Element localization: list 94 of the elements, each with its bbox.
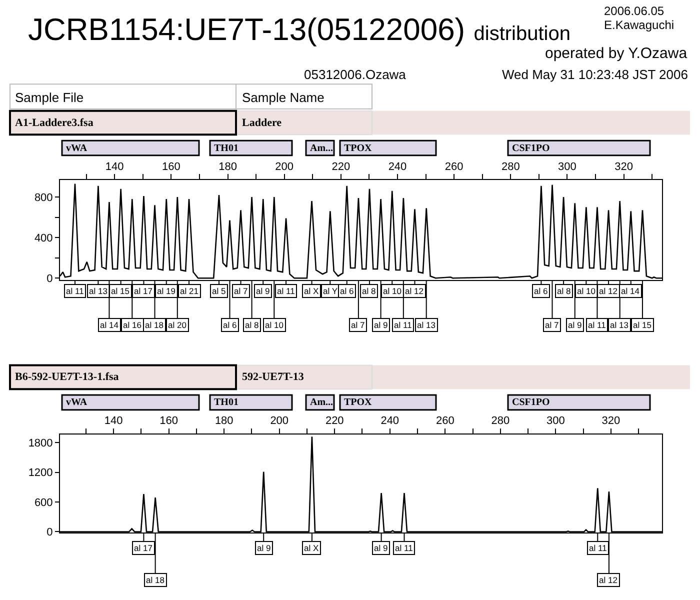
text: al 13 — [610, 320, 629, 330]
x-tick-label: 180 — [218, 160, 237, 173]
y-tick-label: 0 — [46, 526, 53, 539]
text: al 18 — [145, 320, 164, 330]
text: al 15 — [633, 320, 652, 330]
text: al 11 — [395, 543, 414, 553]
chart-title: JCRB1154:UE7T-13(05122006) distribution — [28, 12, 570, 47]
text: al 9 — [256, 286, 270, 296]
text: al 14 — [621, 286, 640, 296]
text: al 7 — [545, 320, 559, 330]
y-tick-label: 1800 — [28, 437, 53, 450]
y-tick-label: 400 — [34, 232, 53, 244]
x-tick-label: 300 — [546, 415, 565, 428]
text: al 9 — [374, 543, 388, 553]
text: al 9 — [257, 543, 271, 553]
text: operated by Y.Ozawa — [545, 45, 688, 62]
text: B6-592-UE7T-13-1.fsa — [15, 371, 120, 383]
text: al X — [304, 286, 319, 296]
text: al 20 — [168, 320, 187, 330]
x-tick-label: 200 — [270, 415, 289, 428]
text: al 10 — [265, 320, 284, 330]
text: al 12 — [405, 286, 424, 296]
text: E.Kawaguchi — [604, 18, 674, 32]
text: al 8 — [245, 320, 259, 330]
text: TPOX — [344, 397, 373, 408]
text: al 11 — [588, 320, 606, 330]
text: al 7 — [351, 320, 365, 330]
text: vWA — [66, 143, 88, 154]
text: Wed May 31 10:23:48 JST 2006 — [502, 67, 688, 82]
text: al 8 — [362, 286, 376, 296]
text: al 11 — [394, 320, 412, 330]
x-tick-label: 220 — [332, 160, 350, 173]
text: al 11 — [277, 286, 296, 296]
text: al 11 — [66, 286, 84, 296]
x-tick-label: 280 — [501, 160, 520, 173]
text: Sample Name — [242, 90, 324, 105]
text: al 9 — [374, 320, 388, 330]
text: CSF1PO — [512, 397, 550, 408]
text: Am... — [310, 143, 334, 154]
x-tick-label: 180 — [214, 415, 234, 428]
x-tick-label: 200 — [275, 160, 294, 173]
text: TPOX — [344, 143, 373, 154]
text: al 9 — [568, 320, 582, 330]
x-tick-label: 240 — [388, 160, 407, 173]
x-tick-label: 280 — [491, 415, 510, 428]
x-tick-label: 240 — [380, 415, 400, 428]
text: al 21 — [180, 286, 199, 296]
text: al 18 — [146, 575, 165, 585]
x-tick-label: 140 — [105, 160, 124, 173]
text: A1-Laddere3.fsa — [15, 117, 94, 129]
x-tick-label: 260 — [444, 160, 464, 173]
text: al 15 — [111, 286, 130, 296]
text: al 8 — [557, 286, 571, 296]
text: al 7 — [234, 286, 248, 296]
text: TH01 — [214, 397, 238, 408]
text: al 6 — [223, 320, 237, 330]
y-tick-label: 0 — [46, 272, 53, 285]
text: al 12 — [599, 575, 618, 585]
text: al 11 — [589, 543, 608, 553]
text: al Y — [323, 286, 338, 296]
text: al 16 — [123, 320, 142, 330]
text: al 6 — [340, 286, 354, 296]
text: al 6 — [534, 286, 548, 296]
y-tick-label: 1200 — [28, 467, 53, 480]
x-tick-label: 160 — [162, 160, 180, 173]
text: al 10 — [383, 286, 402, 296]
text: 2006.06.05 — [604, 4, 664, 18]
y-tick-label: 600 — [34, 496, 53, 509]
x-tick-label: 320 — [614, 160, 633, 173]
text: al 13 — [417, 320, 436, 330]
x-tick-label: 140 — [104, 415, 123, 428]
text: 05312006.Ozawa — [304, 67, 407, 82]
text: al X — [304, 543, 319, 553]
text: al 13 — [89, 286, 108, 296]
text: al 10 — [577, 286, 596, 296]
text: CSF1PO — [512, 143, 550, 154]
text: al 14 — [100, 320, 119, 330]
x-tick-label: 160 — [160, 415, 178, 428]
text: vWA — [66, 397, 88, 408]
x-tick-label: 320 — [602, 415, 620, 428]
x-tick-label: 300 — [558, 160, 576, 173]
y-tick-label: 800 — [34, 192, 53, 204]
x-tick-label: 260 — [436, 415, 454, 428]
text: 592-UE7T-13 — [242, 371, 304, 383]
text: al 17 — [134, 543, 153, 553]
text: Sample File — [15, 90, 84, 105]
text: al 5 — [212, 286, 226, 296]
text: al 12 — [599, 286, 618, 296]
text: al 17 — [134, 286, 153, 296]
text: Laddere — [242, 117, 282, 129]
text: TH01 — [214, 143, 238, 154]
text: Am... — [310, 397, 334, 408]
text: al 19 — [157, 286, 176, 296]
x-tick-label: 220 — [325, 415, 344, 428]
